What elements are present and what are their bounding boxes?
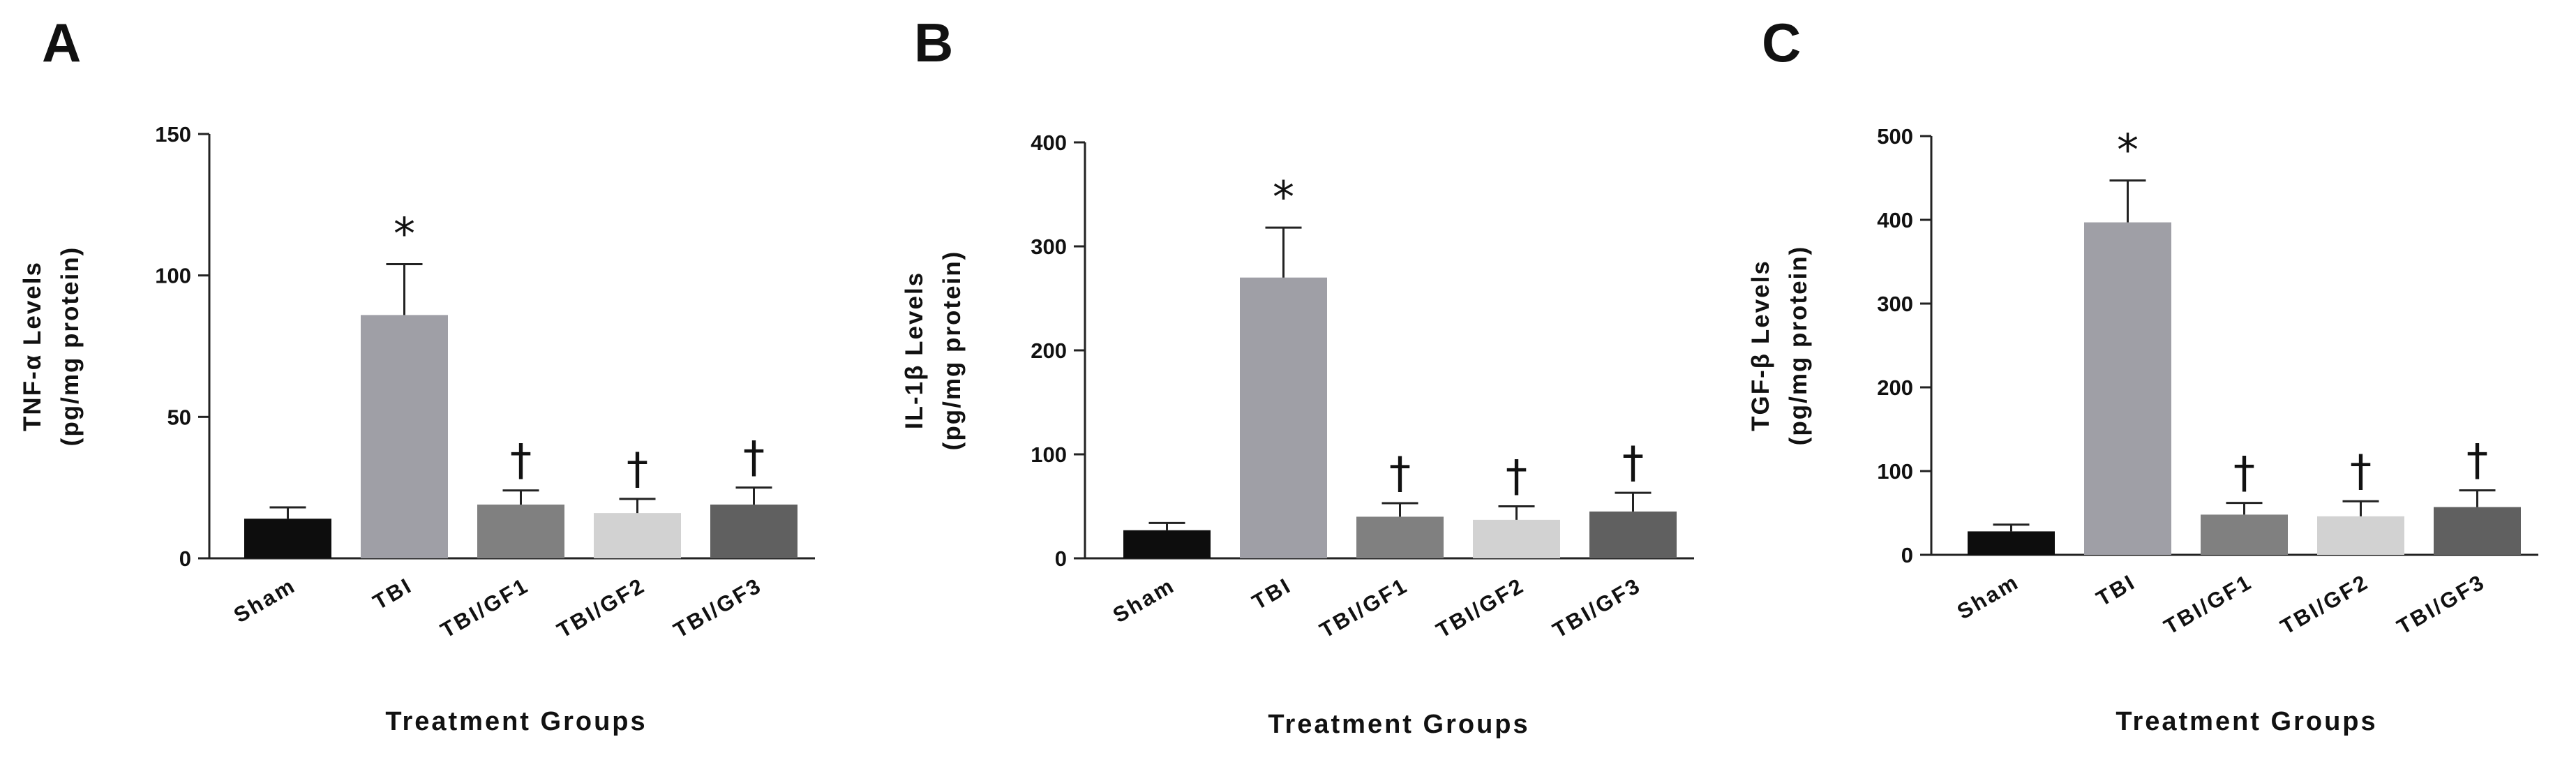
chart-panel-c: C 0 100 200 300 400 500 TGF-β Levels (pg/mg prot… bbox=[1747, 12, 2538, 736]
bar-sham bbox=[1123, 530, 1211, 558]
panel-letter: C bbox=[1762, 12, 1801, 73]
bar-tbi-gf3 bbox=[710, 504, 797, 558]
x-axis-title: Treatment Groups bbox=[1268, 710, 1529, 739]
bar-tbi-gf3 bbox=[2434, 507, 2521, 555]
y-tick-label: 400 bbox=[1031, 131, 1067, 155]
category-label: TBI/GF3 bbox=[2392, 569, 2489, 639]
significance-dagger: † bbox=[1506, 451, 1527, 502]
category-label: TBI/GF1 bbox=[2159, 569, 2256, 639]
y-tick-label: 500 bbox=[1877, 124, 1913, 149]
category-label: Sham bbox=[1953, 569, 2023, 625]
category-label: TBI/GF3 bbox=[669, 573, 766, 643]
significance-dagger: † bbox=[1389, 447, 1411, 498]
y-tick-label: 200 bbox=[1877, 375, 1913, 400]
y-axis-title: TNF-α Levels bbox=[19, 261, 46, 431]
y-axis-title: IL-1β Levels bbox=[901, 271, 928, 429]
significance-dagger: † bbox=[1622, 437, 1644, 488]
panel-letter: A bbox=[42, 12, 81, 73]
category-label: TBI bbox=[1248, 573, 1296, 615]
y-tick-label: 50 bbox=[167, 405, 191, 429]
bar-tbi-gf1 bbox=[2201, 514, 2288, 555]
category-label: Sham bbox=[230, 573, 300, 628]
category-label: TBI/GF3 bbox=[1548, 573, 1645, 643]
x-axis-title: Treatment Groups bbox=[385, 707, 647, 736]
significance-dagger: † bbox=[2350, 445, 2372, 496]
significance-dagger: † bbox=[627, 443, 648, 494]
panel-letter: B bbox=[914, 12, 953, 73]
category-label: TBI/GF1 bbox=[1315, 573, 1412, 643]
category-label: TBI/GF2 bbox=[553, 573, 650, 643]
bar-tbi bbox=[2084, 222, 2171, 555]
y-axis-subtitle: (pg/mg protein) bbox=[938, 251, 966, 451]
bar-tbi-gf3 bbox=[1589, 511, 1677, 558]
y-axis-subtitle: (pg/mg protein) bbox=[1785, 246, 1812, 446]
bar-tbi-gf2 bbox=[1473, 519, 1560, 558]
bar-tbi bbox=[361, 315, 448, 558]
category-label: TBI bbox=[2092, 569, 2140, 611]
bar-tbi-gf1 bbox=[477, 504, 564, 558]
y-tick-label: 200 bbox=[1031, 338, 1067, 363]
category-label: TBI/GF1 bbox=[436, 573, 533, 643]
bar-tbi bbox=[1240, 277, 1327, 558]
y-axis-subtitle: (pg/mg protein) bbox=[57, 246, 84, 447]
category-label: Sham bbox=[1109, 573, 1179, 628]
significance-asterisk: * bbox=[1273, 172, 1294, 223]
y-tick-label: 300 bbox=[1031, 234, 1067, 259]
significance-dagger: † bbox=[743, 432, 765, 483]
bar-tbi-gf2 bbox=[594, 513, 681, 558]
chart-panel-b: B 0 100 200 300 400 IL-1β Levels (pg/mg protein… bbox=[901, 12, 1694, 739]
significance-asterisk: * bbox=[2117, 125, 2139, 176]
y-tick-label: 150 bbox=[155, 122, 191, 147]
y-tick-label: 0 bbox=[179, 546, 191, 571]
y-tick-label: 100 bbox=[1031, 442, 1067, 467]
significance-dagger: † bbox=[510, 435, 532, 486]
category-label: TBI bbox=[368, 573, 417, 615]
y-axis-title: TGF-β Levels bbox=[1747, 260, 1774, 431]
y-tick-label: 100 bbox=[1877, 459, 1913, 484]
significance-dagger: † bbox=[2233, 447, 2255, 498]
category-label: TBI/GF2 bbox=[2276, 569, 2373, 639]
bar-tbi-gf2 bbox=[2317, 516, 2404, 555]
significance-asterisk: * bbox=[394, 208, 415, 259]
chart-panel-a: A 0 50 100 150 TNF-α Levels (pg/mg protein) Sha… bbox=[19, 12, 815, 736]
y-tick-label: 0 bbox=[1901, 543, 1913, 567]
y-tick-label: 400 bbox=[1877, 208, 1913, 232]
bar-sham bbox=[244, 519, 331, 558]
y-tick-label: 100 bbox=[155, 264, 191, 288]
y-tick-label: 300 bbox=[1877, 292, 1913, 316]
bar-sham bbox=[1968, 531, 2055, 555]
x-axis-title: Treatment Groups bbox=[2116, 707, 2377, 736]
y-tick-label: 0 bbox=[1055, 546, 1067, 571]
category-label: TBI/GF2 bbox=[1432, 573, 1529, 643]
significance-dagger: † bbox=[2466, 435, 2488, 486]
bar-tbi-gf1 bbox=[1356, 516, 1444, 558]
